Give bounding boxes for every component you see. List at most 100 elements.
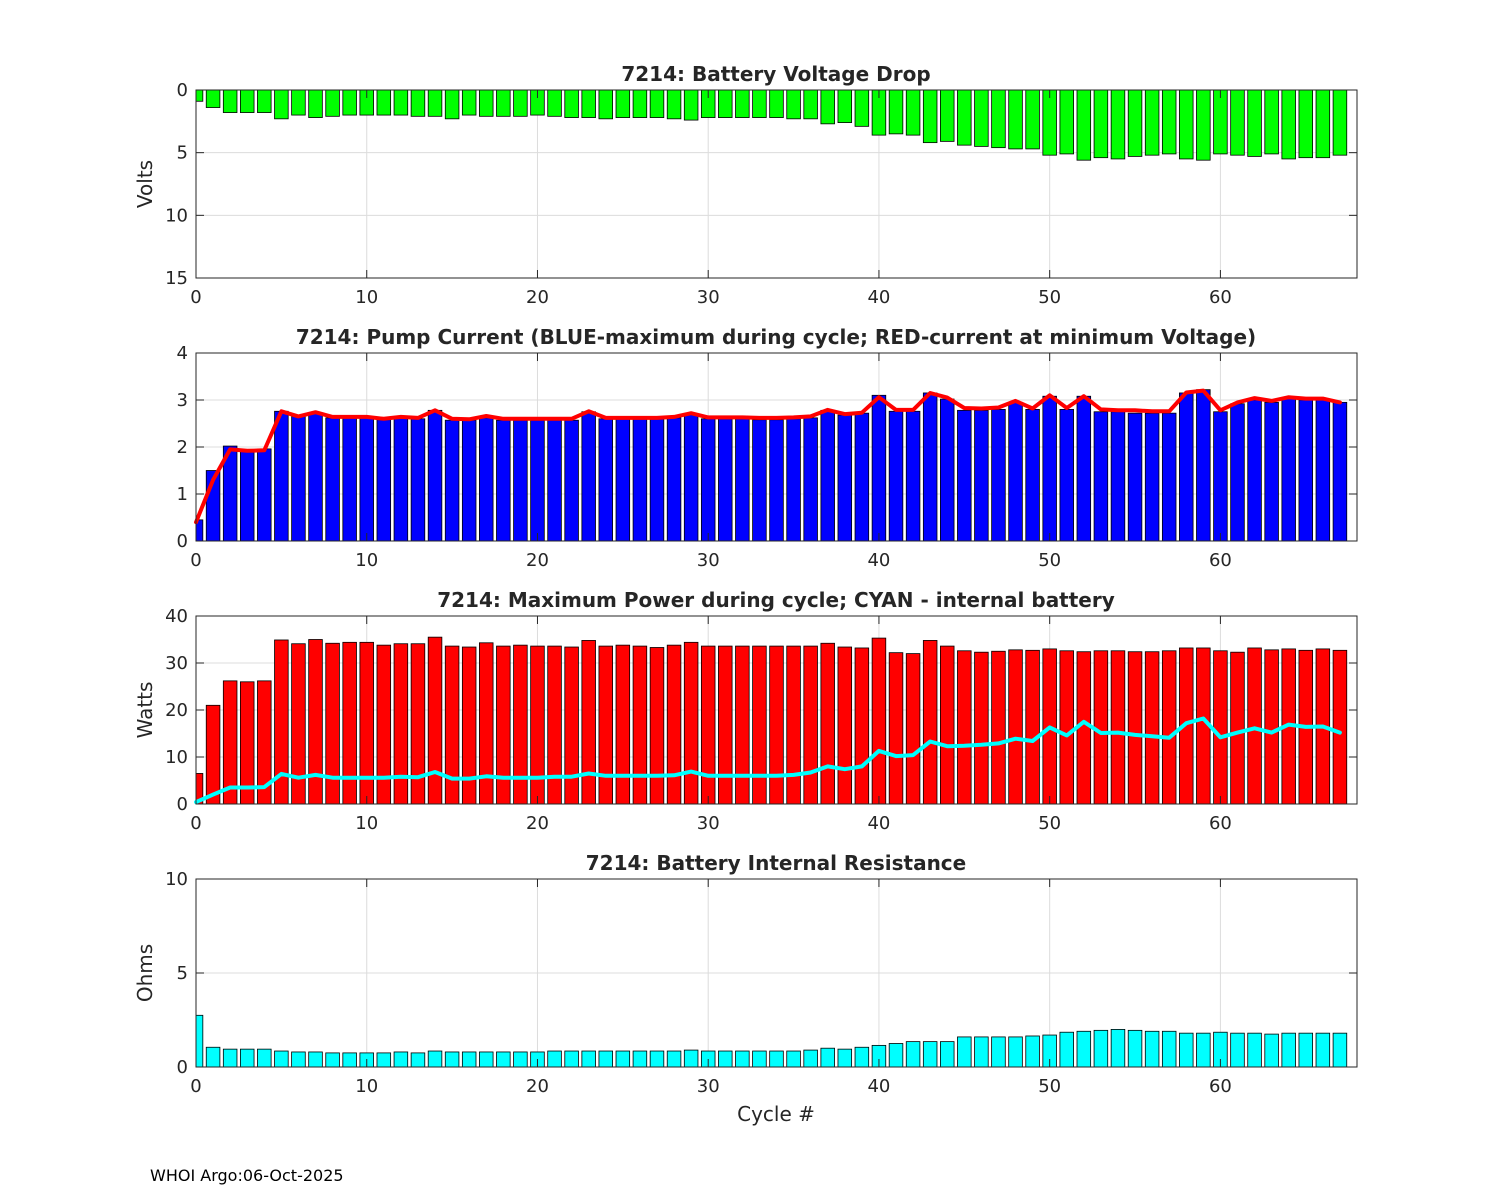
voltage-drop-bar [222,89,238,113]
internal-resistance-xtick-label: 30 [697,1076,720,1097]
pump-current-xtick-label: 20 [526,550,549,571]
internal-resistance-bar [1093,1029,1109,1068]
max-power-bar [666,644,682,805]
pump-current-bar [291,416,306,542]
max-power-bar [1161,650,1177,805]
max-power-bar [427,636,443,805]
internal-resistance-bar [615,1050,631,1068]
voltage-drop-bar [444,89,460,120]
internal-resistance-bar [735,1050,750,1068]
voltage-drop-bar [786,89,801,120]
pump-current-bar [1298,399,1314,542]
internal-resistance-bar [1127,1029,1143,1068]
voltage-drop-bar [1110,89,1126,160]
pump-current-bar [991,408,1006,542]
voltage-drop-bar [1093,89,1109,159]
pump-current-bar [1196,389,1211,542]
pump-current-bar [1059,408,1074,542]
internal-resistance-xtick-label: 40 [867,1076,890,1097]
pump-current-bar [1025,408,1040,542]
internal-resistance-bar [1161,1030,1177,1068]
pump-current-bar [649,418,665,542]
voltage-drop-xtick-label: 60 [1209,287,1232,308]
pump-current-bar [1127,412,1143,542]
voltage-drop-title: 7214: Battery Voltage Drop [621,62,930,86]
pump-current-panel: 7214: Pump Current (BLUE-maximum during … [177,325,1358,571]
pump-current-bar [666,417,682,542]
max-power-bar [888,652,904,805]
internal-resistance-bar [974,1036,989,1068]
internal-resistance-bar [940,1041,955,1068]
voltage-drop-bar [922,89,938,144]
pump-current-bar [940,398,955,542]
internal-resistance-bar [752,1050,767,1068]
internal-resistance-bar [666,1050,682,1068]
voltage-drop-bar [615,89,631,118]
voltage-drop-bar [735,89,750,118]
internal-resistance-bar [513,1051,528,1068]
voltage-drop-bar [991,89,1006,149]
internal-resistance-bar [837,1048,853,1068]
pump-current-bar [1230,403,1245,542]
internal-resistance-bar [1230,1032,1245,1068]
voltage-drop-ylabel: Volts [133,160,157,208]
internal-resistance-bar [239,1048,255,1068]
voltage-drop-ytick-label: 0 [177,80,188,101]
max-power-bar [291,643,306,805]
voltage-drop-bar [195,89,204,102]
voltage-drop-bar [649,89,665,118]
voltage-drop-bar [581,89,596,118]
max-power-title: 7214: Maximum Power during cycle; CYAN -… [437,588,1115,612]
max-power-bar [1110,650,1126,805]
internal-resistance-bar [769,1050,784,1068]
max-power-bar [803,645,818,805]
max-power-bar [410,643,426,805]
internal-resistance-bar [632,1050,648,1068]
voltage-drop-bar [752,89,767,118]
max-power-xtick-label: 60 [1209,813,1232,834]
voltage-drop-bar [547,89,562,117]
max-power-panel: 7214: Maximum Power during cycle; CYAN -… [133,588,1358,834]
max-power-ytick-label: 40 [165,606,188,627]
max-power-ylabel: Watts [133,682,157,739]
voltage-drop-axes-box [195,89,1358,279]
pump-current-bar [837,414,853,542]
pump-current-xtick-label: 0 [190,550,201,571]
pump-current-bar [888,410,904,542]
voltage-drop-bar [1230,89,1245,156]
voltage-drop-bar [598,89,613,120]
internal-resistance-bar [496,1051,511,1068]
voltage-drop-bar [1127,89,1143,157]
internal-resistance-bar [1247,1032,1262,1068]
internal-resistance-bar [649,1050,665,1068]
voltage-drop-bar [479,89,494,117]
voltage-drop-bar [1042,89,1057,156]
internal-resistance-bar [479,1051,494,1068]
voltage-drop-bar [410,89,426,117]
internal-resistance-bar [718,1050,733,1068]
voltage-drop-xtick-label: 50 [1038,287,1061,308]
voltage-drop-bar [1247,89,1262,157]
max-power-ytick-label: 20 [165,700,188,721]
internal-resistance-bar [376,1052,392,1068]
pump-current-ytick-label: 2 [177,437,188,458]
max-power-bar [718,645,733,805]
max-power-ytick-label: 0 [177,794,188,815]
voltage-drop-xtick-label: 0 [190,287,201,308]
max-power-ytick-label: 30 [165,653,188,674]
pump-current-bar [274,410,289,542]
internal-resistance-bar [683,1049,699,1068]
pump-current-bar [376,419,392,542]
pump-current-bar [871,394,887,542]
voltage-drop-bar [1298,89,1314,159]
voltage-drop-bar [393,89,409,116]
pump-current-bar [615,418,631,542]
internal-resistance-ytick-label: 5 [177,963,188,984]
internal-resistance-bar [991,1036,1006,1068]
voltage-drop-bar [1196,89,1211,161]
pump-current-bar [683,413,699,542]
internal-resistance-bar [427,1050,443,1068]
pump-current-bar [803,417,818,542]
max-power-bar [700,645,716,805]
max-power-bar [530,645,545,805]
